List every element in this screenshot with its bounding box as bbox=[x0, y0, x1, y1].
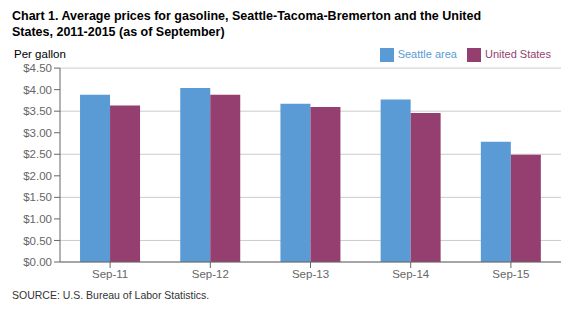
svg-text:$1.00: $1.00 bbox=[23, 213, 52, 225]
html-text:Chart 1. Average prices for ga: Chart 1. Average prices for gasoline, Se… bbox=[12, 9, 482, 39]
svg-text:$4.00: $4.00 bbox=[23, 84, 52, 96]
html-text:United States: United States bbox=[485, 48, 551, 60]
svg-text:$0.50: $0.50 bbox=[23, 235, 52, 247]
svg-text:$1.50: $1.50 bbox=[23, 191, 52, 203]
svg-text:Sep-11: Sep-11 bbox=[92, 268, 128, 280]
svg-text:$0.00: $0.00 bbox=[23, 256, 52, 268]
svg-text:$3.50: $3.50 bbox=[23, 105, 52, 117]
svg-text:$3.00: $3.00 bbox=[23, 127, 52, 139]
html-text:Per gallon: Per gallon bbox=[14, 48, 66, 60]
svg-text:$2.50: $2.50 bbox=[23, 148, 52, 160]
svg-text:Sep-15: Sep-15 bbox=[492, 268, 529, 280]
html-text:SOURCE: U.S. Bureau of Labor S: SOURCE: U.S. Bureau of Labor Statistics. bbox=[12, 289, 210, 301]
svg-text:$4.50: $4.50 bbox=[23, 62, 52, 74]
svg-text:Sep-12: Sep-12 bbox=[192, 268, 229, 280]
html-text:Seattle area: Seattle area bbox=[397, 48, 457, 60]
svg-text:Sep-13: Sep-13 bbox=[292, 268, 329, 280]
svg-text:$2.00: $2.00 bbox=[23, 170, 52, 182]
svg-text:Sep-14: Sep-14 bbox=[392, 268, 430, 280]
